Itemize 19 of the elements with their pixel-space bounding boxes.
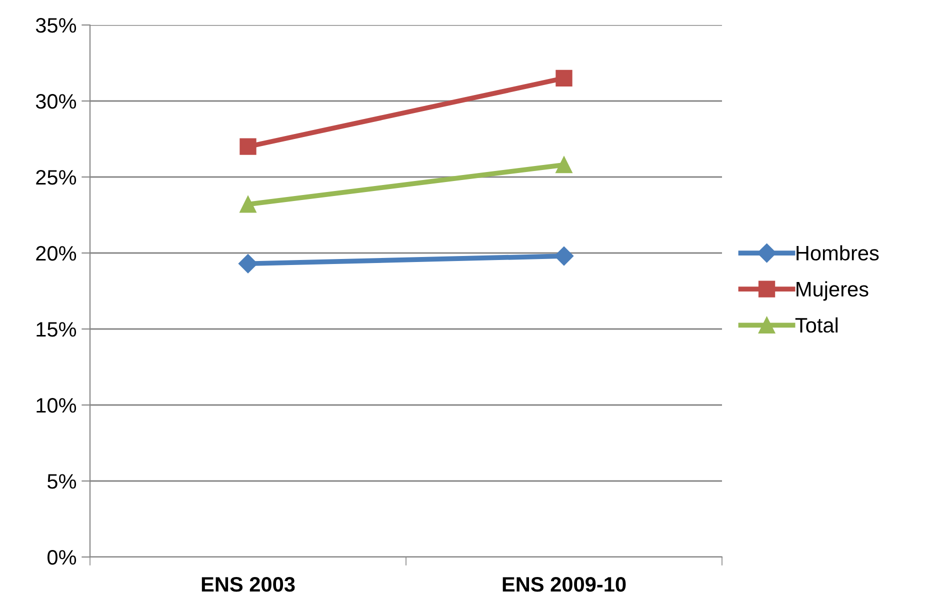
y-tick-label: 5%: [48, 474, 76, 489]
y-tick-label: 30%: [36, 94, 76, 109]
x-tick-label: ENS 2003: [202, 576, 295, 592]
point: [556, 156, 572, 174]
point: [556, 70, 572, 87]
y-tick-label: 20%: [36, 246, 76, 261]
legend-label: Total: [795, 317, 838, 333]
y-tick-label: 10%: [36, 398, 76, 413]
x-tick-label: ENS 2009-10: [502, 576, 626, 592]
y-tick-label: 35%: [36, 18, 76, 33]
point: [238, 254, 258, 274]
point: [240, 138, 256, 155]
legend-label: Mujeres: [796, 281, 868, 301]
legend-label: Hombres: [796, 245, 879, 261]
y-tick-label: 15%: [36, 322, 76, 337]
y-tick-label: 0%: [48, 550, 76, 565]
y-tick-label: 25%: [36, 170, 76, 185]
point: [554, 246, 574, 266]
point: [240, 196, 256, 213]
